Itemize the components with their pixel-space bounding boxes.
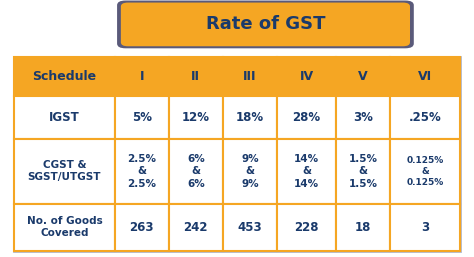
Bar — [169, 96, 223, 139]
Text: 5%: 5% — [132, 111, 152, 124]
Bar — [223, 139, 277, 204]
Bar — [14, 57, 460, 251]
Bar — [169, 204, 223, 251]
Bar — [14, 204, 115, 251]
Bar — [277, 139, 336, 204]
Text: No. of Goods
Covered: No. of Goods Covered — [27, 216, 102, 238]
Bar — [390, 57, 460, 96]
Bar — [277, 57, 336, 96]
Text: 0.125%
&
0.125%: 0.125% & 0.125% — [406, 155, 444, 187]
FancyBboxPatch shape — [121, 3, 410, 46]
Text: IV: IV — [300, 70, 314, 83]
Bar — [14, 96, 115, 139]
Text: 12%: 12% — [182, 111, 210, 124]
FancyBboxPatch shape — [117, 1, 414, 48]
Text: I: I — [139, 70, 144, 83]
Bar — [336, 204, 390, 251]
Text: III: III — [243, 70, 256, 83]
Text: Rate of GST: Rate of GST — [206, 15, 325, 33]
Text: 28%: 28% — [292, 111, 320, 124]
Text: VI: VI — [418, 70, 432, 83]
Text: 1.5%
&
1.5%: 1.5% & 1.5% — [349, 154, 378, 189]
Bar — [223, 57, 277, 96]
Text: 228: 228 — [294, 221, 319, 234]
Bar — [223, 96, 277, 139]
Text: 2.5%
&
2.5%: 2.5% & 2.5% — [127, 154, 156, 189]
Text: CGST &
SGST/UTGST: CGST & SGST/UTGST — [27, 160, 101, 182]
Bar — [336, 57, 390, 96]
Bar — [169, 139, 223, 204]
Text: 9%
&
9%: 9% & 9% — [241, 154, 259, 189]
Bar — [390, 139, 460, 204]
Text: II: II — [191, 70, 201, 83]
Text: .25%: .25% — [409, 111, 441, 124]
Bar — [336, 139, 390, 204]
Text: IGST: IGST — [49, 111, 80, 124]
Text: 263: 263 — [129, 221, 154, 234]
Text: 453: 453 — [237, 221, 262, 234]
Text: 14%
&
14%: 14% & 14% — [294, 154, 319, 189]
Text: 18: 18 — [355, 221, 372, 234]
Bar — [14, 139, 115, 204]
Text: V: V — [358, 70, 368, 83]
Text: 3%: 3% — [353, 111, 373, 124]
Bar — [277, 96, 336, 139]
Text: 18%: 18% — [236, 111, 264, 124]
Bar — [169, 57, 223, 96]
Bar — [390, 204, 460, 251]
Text: 3: 3 — [421, 221, 429, 234]
Text: Schedule: Schedule — [32, 70, 97, 83]
Bar — [115, 139, 169, 204]
Bar — [336, 96, 390, 139]
Bar — [277, 204, 336, 251]
Text: 6%
&
6%: 6% & 6% — [187, 154, 205, 189]
Bar — [115, 57, 169, 96]
Bar — [14, 57, 115, 96]
Bar — [115, 204, 169, 251]
Text: 242: 242 — [183, 221, 208, 234]
Bar — [115, 96, 169, 139]
Bar — [390, 96, 460, 139]
Bar — [223, 204, 277, 251]
